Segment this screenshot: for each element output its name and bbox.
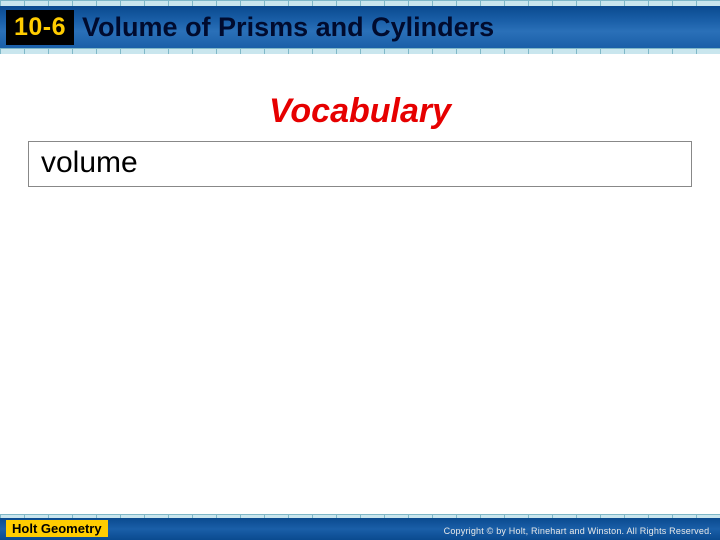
header-title: Volume of Prisms and Cylinders [82,12,494,43]
header-bar: 10-6 Volume of Prisms and Cylinders [0,6,720,48]
section-number-box: 10-6 [6,10,74,45]
footer-copyright: Copyright © by Holt, Rinehart and Winsto… [444,526,712,536]
vocabulary-term-box: volume [28,141,692,187]
vocabulary-heading: Vocabulary [0,92,720,131]
vocabulary-term: volume [41,146,138,179]
slide: 10-6 Volume of Prisms and Cylinders Voca… [0,0,720,540]
footer-left-label: Holt Geometry [6,520,108,537]
